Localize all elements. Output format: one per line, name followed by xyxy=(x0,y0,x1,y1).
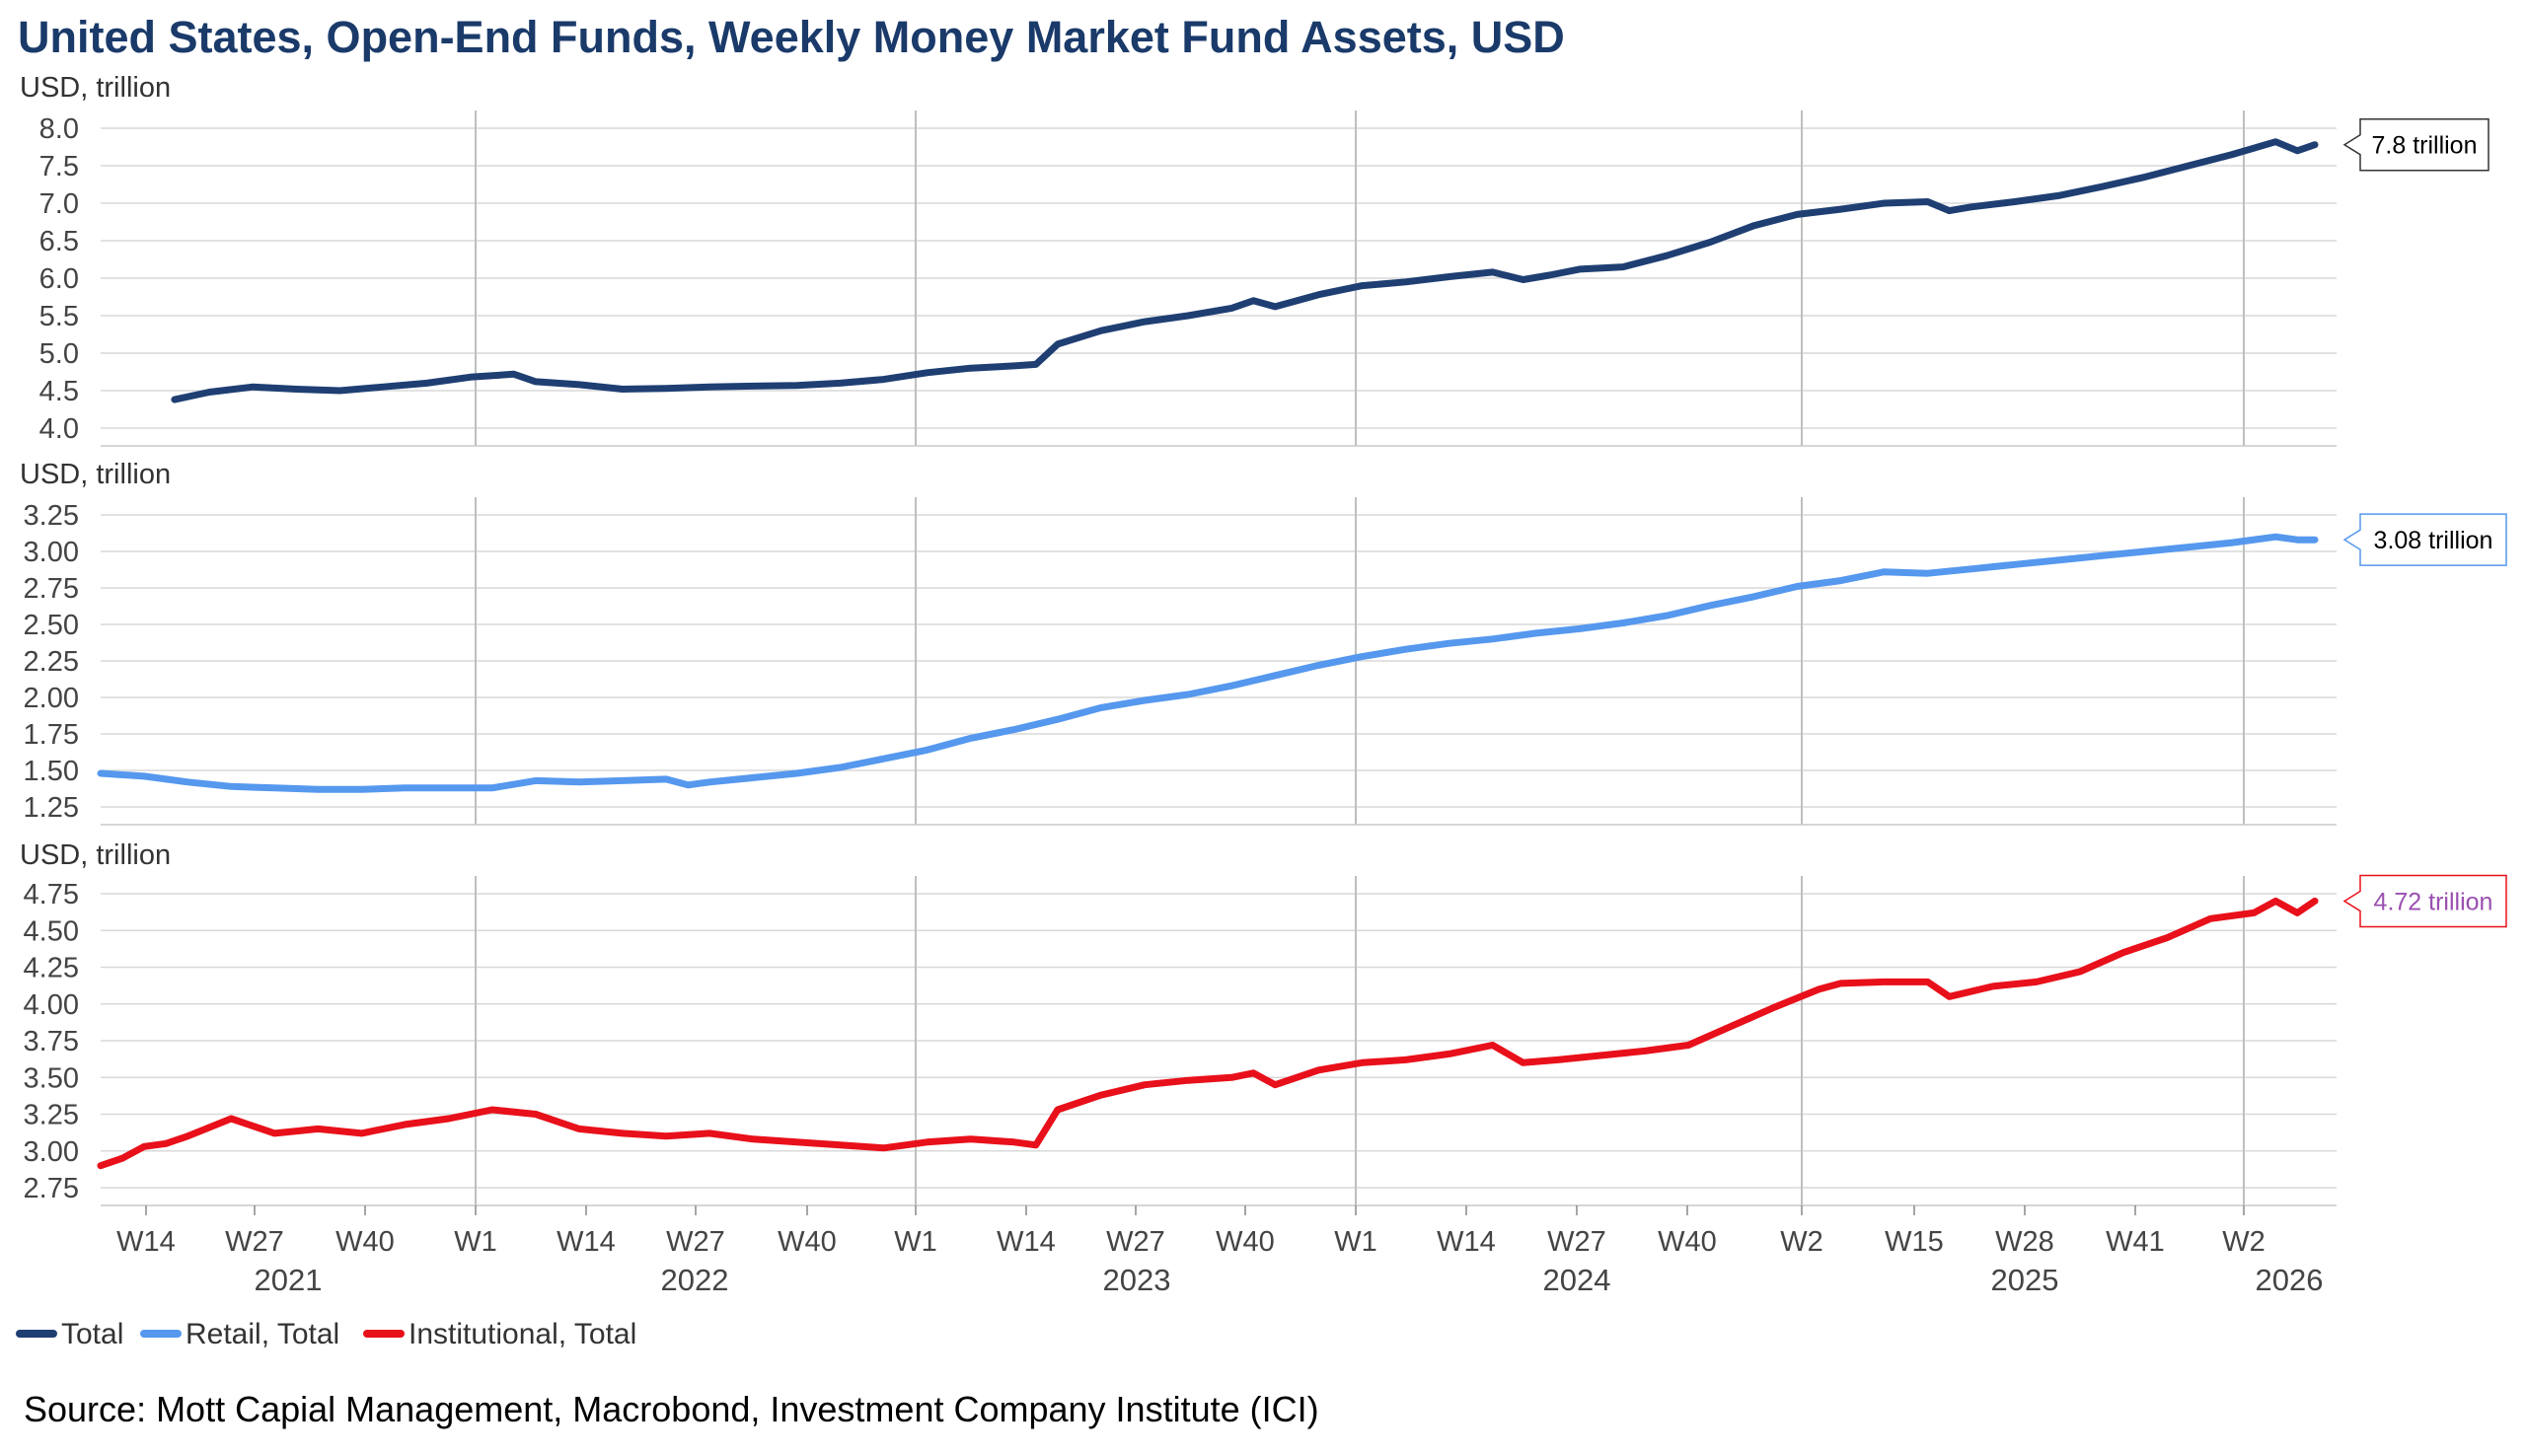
x-tick-label: W40 xyxy=(1216,1226,1275,1258)
y-tick-label: 3.25 xyxy=(24,500,79,532)
x-year-label: 2023 xyxy=(1103,1263,1171,1297)
y-tick-label: 7.5 xyxy=(39,151,79,182)
x-tick-label: W14 xyxy=(1437,1226,1496,1258)
y-tick-label: 4.25 xyxy=(24,953,79,984)
legend-label-0: Total xyxy=(61,1318,123,1350)
x-tick-label: W41 xyxy=(2106,1226,2165,1258)
x-tick-label: W27 xyxy=(1106,1226,1165,1258)
y-tick-label: 2.00 xyxy=(24,683,79,714)
x-tick-label: W27 xyxy=(225,1226,284,1258)
y-tick-label: 3.50 xyxy=(24,1062,79,1094)
x-year-label: 2024 xyxy=(1543,1263,1611,1297)
y-tick-label: 3.25 xyxy=(24,1100,79,1131)
x-tick-label: W15 xyxy=(1885,1226,1944,1258)
source-note: Source: Mott Capial Management, Macrobon… xyxy=(24,1389,1319,1429)
x-tick-label: W40 xyxy=(1658,1226,1717,1258)
unit-label: USD, trillion xyxy=(20,839,171,871)
x-tick-label: W28 xyxy=(1995,1226,2054,1258)
y-tick-label: 2.50 xyxy=(24,610,79,641)
y-tick-label: 2.75 xyxy=(24,573,79,605)
callout-label: 4.72 trillion xyxy=(2374,888,2493,915)
y-tick-label: 1.50 xyxy=(24,756,79,787)
x-tick-label: W2 xyxy=(1780,1226,1823,1258)
x-tick-label: W40 xyxy=(778,1226,837,1258)
y-tick-label: 2.25 xyxy=(24,646,79,678)
y-tick-label: 3.00 xyxy=(24,1136,79,1168)
x-year-label: 2025 xyxy=(1991,1263,2059,1297)
series-line-1 xyxy=(97,533,2319,793)
y-tick-label: 2.75 xyxy=(24,1173,79,1204)
y-tick-label: 4.00 xyxy=(24,989,79,1021)
y-tick-label: 3.75 xyxy=(24,1026,79,1057)
x-tick-label: W1 xyxy=(1334,1226,1377,1258)
y-tick-label: 6.0 xyxy=(39,263,79,295)
x-tick-label: W2 xyxy=(2222,1226,2266,1258)
unit-label: USD, trillion xyxy=(20,72,171,104)
x-tick-label: W40 xyxy=(335,1226,395,1258)
y-tick-label: 7.0 xyxy=(39,188,79,220)
y-tick-label: 8.0 xyxy=(39,113,79,145)
x-tick-label: W14 xyxy=(997,1226,1056,1258)
unit-label: USD, trillion xyxy=(20,459,171,490)
x-tick-label: W27 xyxy=(1547,1226,1606,1258)
y-tick-label: 6.5 xyxy=(39,226,79,257)
y-tick-label: 3.00 xyxy=(24,537,79,568)
y-tick-label: 1.25 xyxy=(24,792,79,824)
x-year-label: 2026 xyxy=(2256,1263,2324,1297)
legend-label-2: Institutional, Total xyxy=(409,1318,636,1350)
y-tick-label: 4.50 xyxy=(24,915,79,947)
x-year-label: 2022 xyxy=(661,1263,729,1297)
series-line-2 xyxy=(97,897,2319,1170)
series-line-0 xyxy=(171,138,2319,403)
x-year-label: 2021 xyxy=(255,1263,323,1297)
x-tick-label: W1 xyxy=(454,1226,497,1258)
callout-box xyxy=(2342,117,2489,172)
x-tick-label: W27 xyxy=(666,1226,725,1258)
x-tick-label: W1 xyxy=(894,1226,937,1258)
y-tick-label: 1.75 xyxy=(24,719,79,751)
callout-box xyxy=(2342,874,2507,928)
callout-box xyxy=(2342,513,2507,566)
x-tick-label: W14 xyxy=(116,1226,176,1258)
y-tick-label: 4.5 xyxy=(39,376,79,407)
y-tick-label: 5.0 xyxy=(39,338,79,370)
chart-title: United States, Open-End Funds, Weekly Mo… xyxy=(18,12,1565,62)
legend-label-1: Retail, Total xyxy=(186,1318,339,1350)
x-tick-label: W14 xyxy=(557,1226,616,1258)
callout-label: 7.8 trillion xyxy=(2372,132,2478,160)
y-tick-label: 4.0 xyxy=(39,413,79,445)
callout-label: 3.08 trillion xyxy=(2374,527,2493,554)
y-tick-label: 5.5 xyxy=(39,301,79,332)
y-tick-label: 4.75 xyxy=(24,879,79,910)
